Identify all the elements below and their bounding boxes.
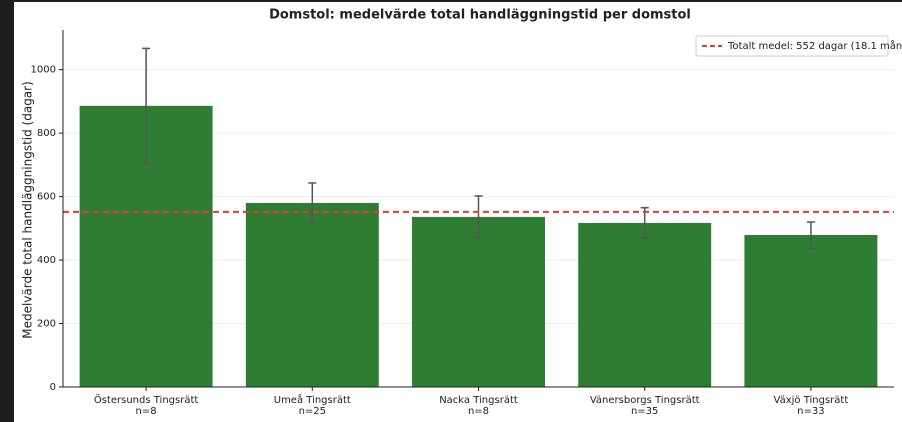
- chart-title: Domstol: medelvärde total handläggningst…: [269, 8, 691, 23]
- sample-size-label: n=33: [797, 406, 824, 417]
- legend-box: [695, 35, 889, 57]
- bar: [578, 222, 712, 387]
- y-axis-label: Medelvärde total handläggningstid (dagar…: [21, 81, 35, 339]
- x-tick-label: Umeå Tingsrätt: [274, 393, 351, 406]
- x-tick-label: Växjö Tingsrätt: [774, 395, 849, 406]
- y-tick-label: 1000: [31, 65, 56, 76]
- sample-size-label: n=25: [299, 406, 326, 417]
- x-tick-label: Vänersborgs Tingsrätt: [590, 395, 700, 406]
- y-tick-label: 400: [37, 255, 56, 266]
- legend-label: Totalt medel: 552 dagar (18.1 mån): [727, 39, 902, 52]
- bar: [744, 234, 878, 387]
- y-tick-label: 800: [37, 128, 56, 139]
- bar: [412, 216, 545, 387]
- y-tick-label: 200: [37, 319, 56, 330]
- y-tick-label: 0: [50, 382, 56, 393]
- sample-size-label: n=8: [468, 406, 489, 417]
- sample-size-label: n=35: [631, 406, 658, 417]
- y-tick-label: 600: [37, 192, 56, 203]
- bar: [245, 202, 379, 387]
- x-tick-label: Östersunds Tingsrätt: [94, 393, 199, 406]
- x-tick-label: Nacka Tingsrätt: [439, 395, 518, 406]
- sample-size-label: n=8: [136, 406, 157, 417]
